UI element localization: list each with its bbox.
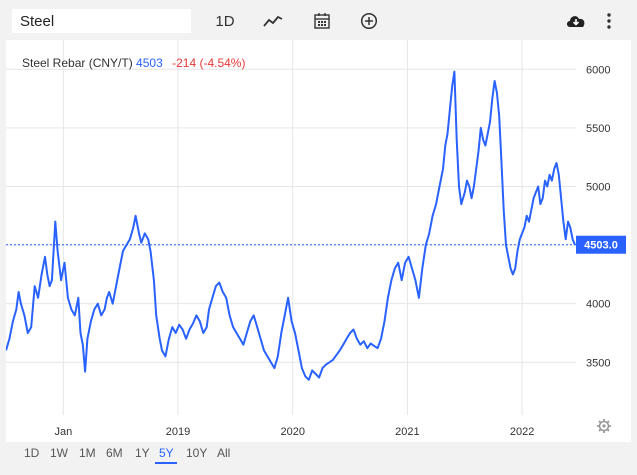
price-line — [5, 70, 576, 381]
range-selector: 1D 1W 1M 6M 1Y 5Y 10Y All — [0, 442, 637, 464]
chart-toolbar: 1D — [0, 0, 637, 40]
add-circle-icon[interactable] — [358, 8, 380, 34]
trend-line-icon[interactable] — [261, 8, 285, 34]
range-6m[interactable]: 6M — [106, 446, 123, 460]
calendar-icon[interactable] — [311, 8, 333, 34]
current-price-label: 4503.0 — [584, 240, 618, 252]
range-10y[interactable]: 10Y — [186, 446, 208, 460]
current-price-tag — [576, 235, 626, 254]
interval-button[interactable]: 1D — [215, 12, 235, 30]
chart-legend: Steel Rebar (CNY/T) 4503 -214 (-4.54%) — [22, 56, 245, 70]
y-tick-label: 5500 — [586, 123, 610, 135]
active-range-indicator — [155, 462, 177, 464]
range-1y[interactable]: 1Y — [135, 446, 150, 460]
settings-icon[interactable] — [597, 419, 611, 433]
y-axis: 600055005000450040003500 — [586, 64, 610, 369]
symbol-search-input[interactable] — [12, 9, 191, 33]
y-tick-label: 6000 — [586, 64, 610, 76]
range-all[interactable]: All — [217, 446, 231, 460]
x-tick-label: Jan — [54, 426, 72, 438]
more-vertical-icon[interactable] — [602, 8, 616, 34]
x-tick-label: 2021 — [395, 426, 419, 438]
x-axis: Jan 2019 2020 2021 2022 — [54, 426, 534, 438]
range-5y[interactable]: 5Y — [159, 446, 174, 460]
cloud-download-icon[interactable] — [564, 8, 588, 34]
range-1d[interactable]: 1D — [24, 446, 40, 460]
price-change: -214 (-4.54%) — [172, 56, 246, 70]
x-tick-label: 2019 — [166, 426, 190, 438]
x-tick-label: 2022 — [510, 426, 534, 438]
last-price: 4503 — [136, 56, 163, 70]
y-tick-label: 5000 — [586, 181, 610, 193]
y-tick-label: 4000 — [586, 299, 610, 311]
x-tick-label: 2020 — [280, 426, 304, 438]
chart-grid — [6, 40, 576, 415]
range-1w[interactable]: 1W — [50, 446, 68, 460]
y-tick-label: 3500 — [586, 357, 610, 369]
range-1m[interactable]: 1M — [79, 446, 96, 460]
instrument-name: Steel Rebar (CNY/T) — [22, 56, 133, 70]
